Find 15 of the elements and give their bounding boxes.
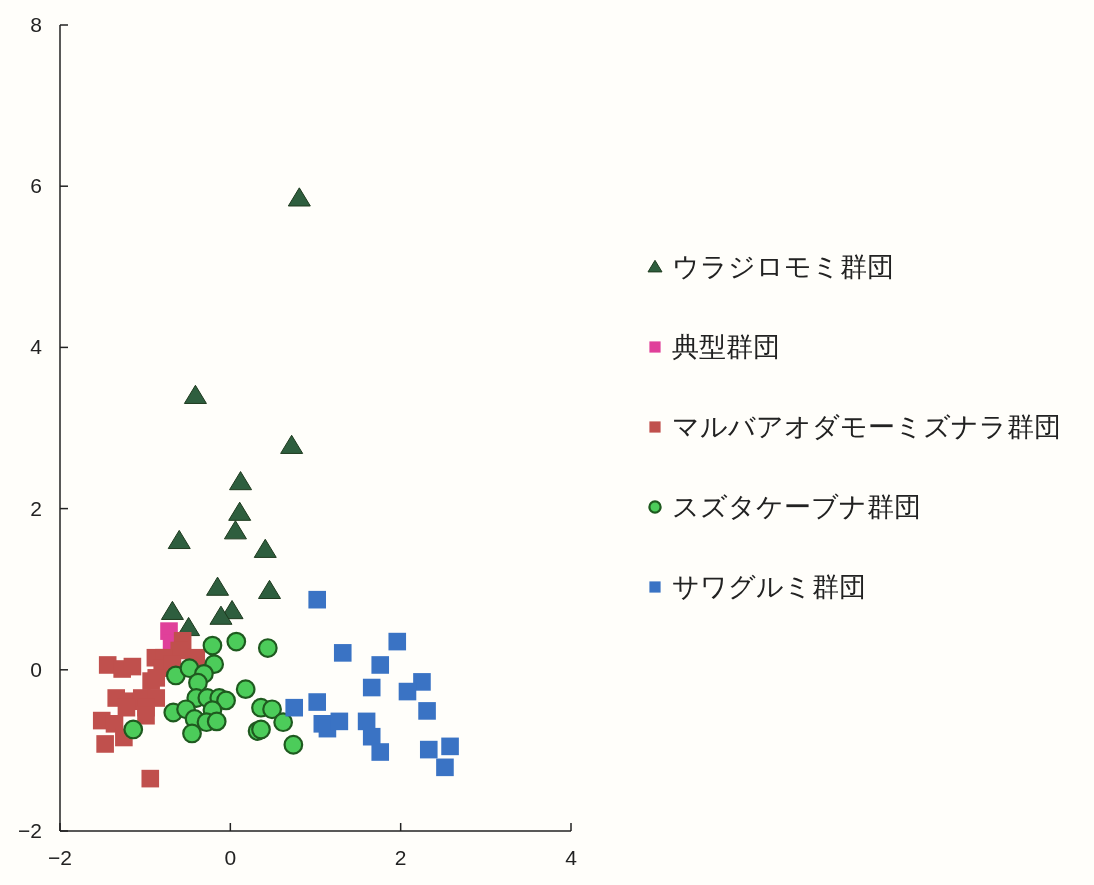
y-tick-label: −2: [18, 819, 42, 842]
y-tick-label: 8: [30, 13, 42, 36]
legend-label: マルバアオダモーミズナラ群団: [672, 412, 1061, 442]
x-tick-label: 4: [565, 846, 578, 869]
legend-label: スズタケーブナ群団: [672, 492, 921, 522]
y-tick-label: 4: [30, 335, 43, 359]
x-tick-label: −2: [48, 846, 72, 869]
y-tick-label: 6: [30, 174, 42, 198]
legend-label: サワグルミ群団: [672, 572, 866, 602]
legend-label: 典型群団: [672, 332, 780, 362]
x-tick-label: 2: [394, 846, 407, 869]
y-tick-label: 0: [30, 657, 42, 681]
legend-label: ウラジロモミ群団: [672, 252, 894, 282]
y-tick-label: 2: [30, 496, 42, 520]
x-tick-label: 0: [224, 846, 237, 869]
